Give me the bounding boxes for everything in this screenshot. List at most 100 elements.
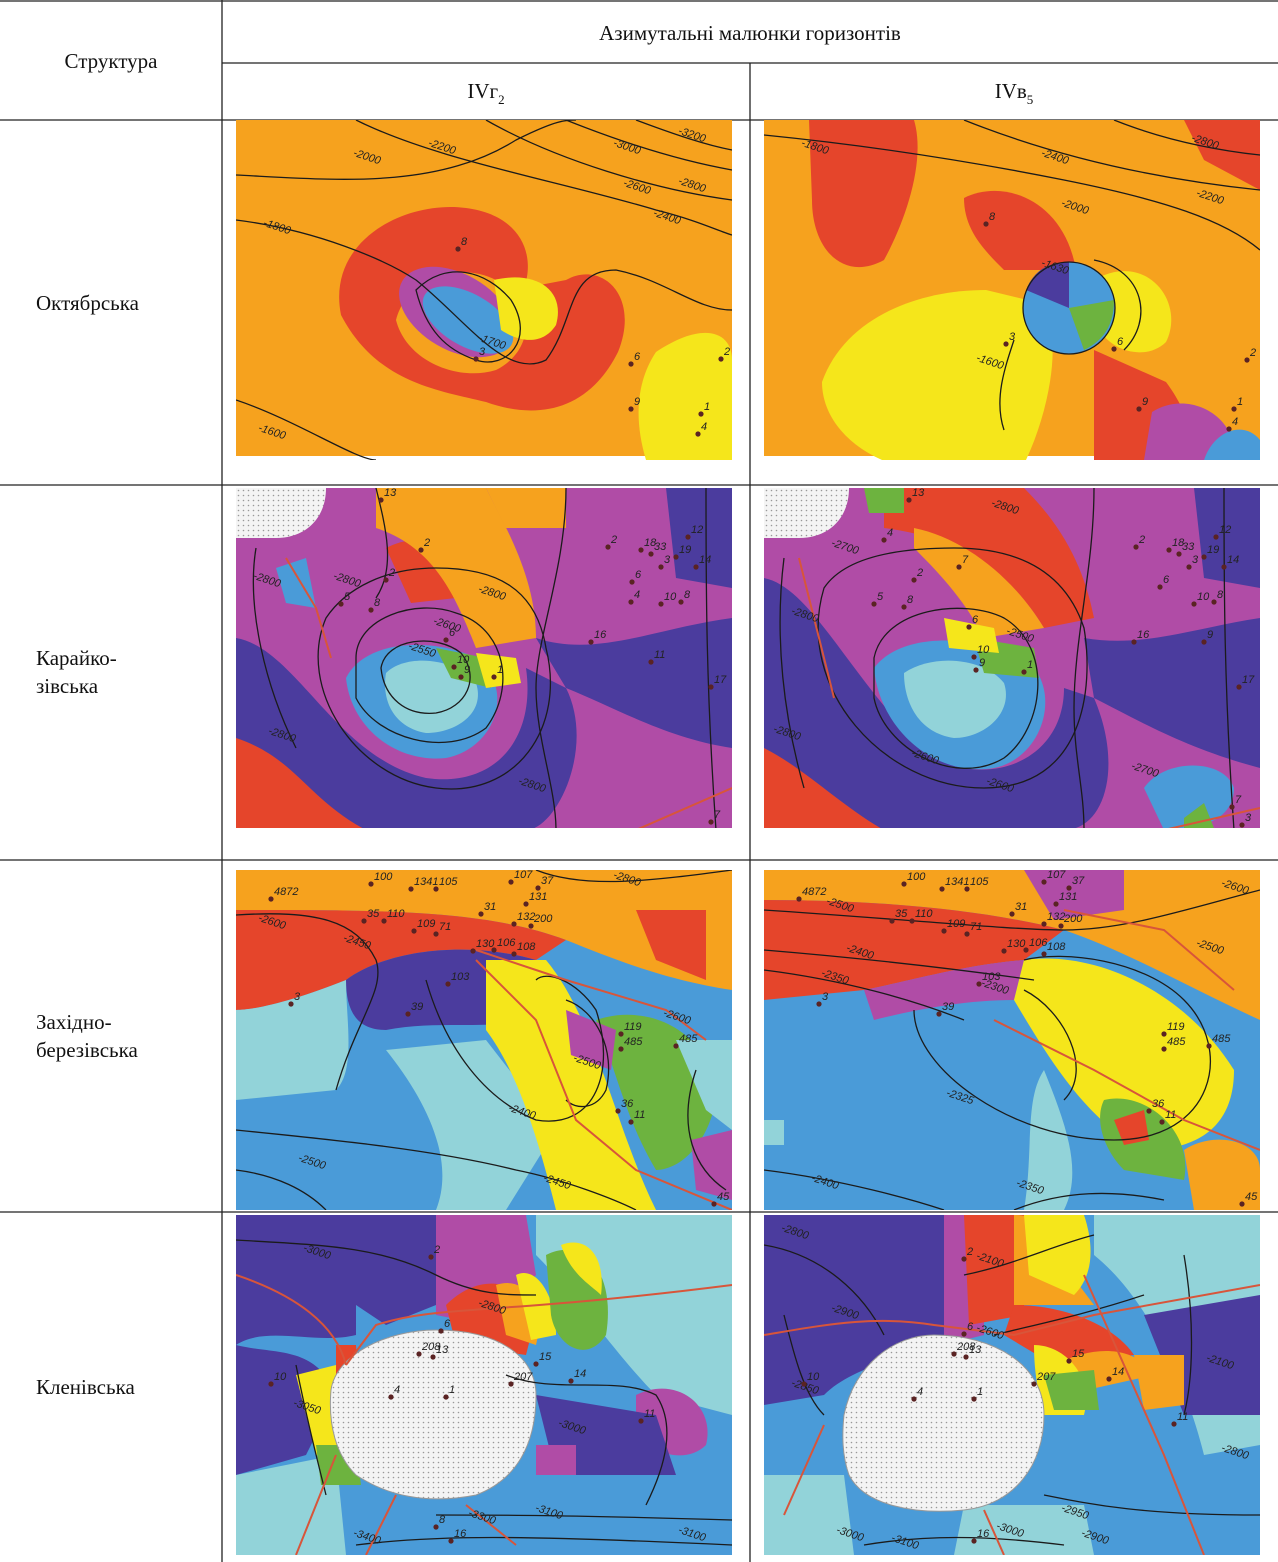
well-label: 2: [610, 534, 617, 546]
well: [956, 564, 961, 569]
well: [1041, 951, 1046, 956]
well: [961, 1256, 966, 1261]
well: [711, 1201, 716, 1206]
well: [405, 1011, 410, 1016]
well: [411, 928, 416, 933]
well-label: 11: [634, 1109, 645, 1121]
well-label: 9: [464, 664, 470, 676]
well: [433, 931, 438, 936]
well: [1106, 1376, 1111, 1381]
well-label: 485: [1212, 1033, 1231, 1045]
well: [628, 406, 633, 411]
well-label: 106: [1029, 937, 1048, 949]
well: [1021, 669, 1026, 674]
well-label: 11: [1177, 1411, 1188, 1423]
map: -2500-2600-2400-2350-2300-2500-2325-2400…: [764, 869, 1260, 1210]
well-label: 485: [1167, 1036, 1186, 1048]
well: [388, 1394, 393, 1399]
well-label: 110: [387, 908, 405, 920]
well: [1226, 426, 1231, 431]
horizon: IVв5: [995, 79, 1034, 107]
well: [1221, 564, 1226, 569]
well-label: 3: [1009, 331, 1016, 343]
well-label: 207: [1036, 1371, 1056, 1383]
well: [1239, 1201, 1244, 1206]
well: [939, 886, 944, 891]
well-label: 15: [1072, 1348, 1085, 1360]
structure-name: зівська: [36, 674, 99, 698]
well-label: 131: [1059, 891, 1077, 903]
well-label: 6: [967, 1321, 974, 1333]
well-label: 2: [916, 567, 923, 579]
well-label: 109: [417, 918, 435, 930]
well: [1023, 947, 1028, 952]
well: [901, 604, 906, 609]
well-label: 132: [517, 911, 535, 923]
well-label: 6: [634, 351, 641, 363]
well-label: 4: [887, 527, 893, 539]
well-label: 10: [977, 644, 990, 656]
well-label: 8: [461, 236, 468, 248]
well-label: 1: [704, 401, 710, 413]
well: [338, 601, 343, 606]
well: [976, 981, 981, 986]
well: [448, 1538, 453, 1543]
well-label: 9: [979, 657, 985, 669]
well: [383, 577, 388, 582]
well: [618, 1031, 623, 1036]
well-label: 12: [1219, 524, 1231, 536]
well: [648, 659, 653, 664]
well-label: 9: [1207, 629, 1213, 641]
well: [1244, 357, 1249, 362]
well: [615, 1108, 620, 1113]
well-label: 6: [444, 1318, 451, 1330]
well: [983, 221, 988, 226]
well-label: 39: [942, 1001, 954, 1013]
well: [911, 1396, 916, 1401]
well-label: 2: [1249, 347, 1256, 359]
well: [963, 1354, 968, 1359]
well: [909, 918, 914, 923]
header-group: Азимутальні малюнки горизонтів: [599, 21, 901, 45]
well-label: 4: [634, 589, 640, 601]
well: [961, 1331, 966, 1336]
well-label: 19: [679, 544, 691, 556]
well-label: 16: [1137, 629, 1150, 641]
well: [964, 931, 969, 936]
well-label: 106: [497, 937, 516, 949]
well-label: 2: [723, 346, 730, 358]
well-label: 3: [1245, 812, 1252, 824]
well: [443, 1394, 448, 1399]
well: [628, 599, 633, 604]
well: [528, 923, 533, 928]
well: [1201, 554, 1206, 559]
well-label: 14: [1227, 554, 1239, 566]
well-label: 7: [714, 809, 721, 821]
well-label: 17: [1242, 674, 1255, 686]
well: [881, 537, 886, 542]
well-label: 31: [484, 901, 496, 913]
well: [455, 246, 460, 251]
well: [971, 1396, 976, 1401]
well-label: 6: [635, 569, 642, 581]
well: [473, 356, 478, 361]
well-label: 33: [1182, 541, 1195, 553]
well-label: 8: [684, 589, 691, 601]
well: [268, 896, 273, 901]
header-structure: Структура: [64, 49, 158, 73]
well: [629, 579, 634, 584]
well-label: 200: [533, 913, 553, 925]
well-label: 1: [977, 1386, 983, 1398]
well: [964, 886, 969, 891]
well: [491, 947, 496, 952]
well-label: 4: [917, 1386, 923, 1398]
well: [1003, 341, 1008, 346]
map: -2800-2800-2800-2600-2550-2800-280013225…: [236, 487, 732, 830]
well: [1166, 547, 1171, 552]
well: [1053, 901, 1058, 906]
well-label: 1341: [945, 876, 969, 888]
well: [911, 577, 916, 582]
well: [1058, 923, 1063, 928]
well: [1161, 1031, 1166, 1036]
